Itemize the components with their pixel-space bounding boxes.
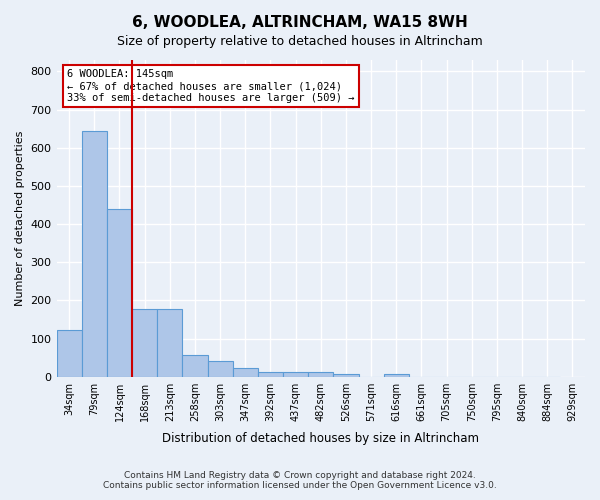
Bar xyxy=(283,372,308,376)
Text: 6, WOODLEA, ALTRINCHAM, WA15 8WH: 6, WOODLEA, ALTRINCHAM, WA15 8WH xyxy=(132,15,468,30)
Text: 6 WOODLEA: 145sqm
← 67% of detached houses are smaller (1,024)
33% of semi-detac: 6 WOODLEA: 145sqm ← 67% of detached hous… xyxy=(67,70,355,102)
Bar xyxy=(233,368,258,376)
Bar xyxy=(56,330,82,376)
Bar xyxy=(334,374,359,376)
Bar xyxy=(82,130,107,376)
Bar xyxy=(308,372,334,376)
Y-axis label: Number of detached properties: Number of detached properties xyxy=(15,130,25,306)
Bar xyxy=(383,374,409,376)
Bar xyxy=(107,209,132,376)
Bar xyxy=(182,355,208,376)
X-axis label: Distribution of detached houses by size in Altrincham: Distribution of detached houses by size … xyxy=(162,432,479,445)
Bar xyxy=(208,362,233,376)
Bar xyxy=(132,308,157,376)
Bar xyxy=(258,372,283,376)
Text: Size of property relative to detached houses in Altrincham: Size of property relative to detached ho… xyxy=(117,35,483,48)
Text: Contains HM Land Registry data © Crown copyright and database right 2024.
Contai: Contains HM Land Registry data © Crown c… xyxy=(103,470,497,490)
Bar xyxy=(157,308,182,376)
